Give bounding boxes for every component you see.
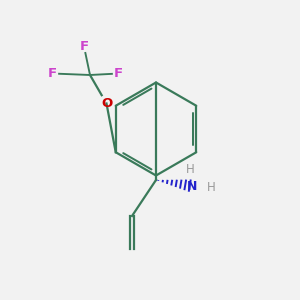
Text: H: H xyxy=(186,163,195,176)
Text: N: N xyxy=(187,179,197,193)
Text: F: F xyxy=(48,67,57,80)
Text: O: O xyxy=(101,97,112,110)
Text: F: F xyxy=(114,67,123,80)
Text: F: F xyxy=(80,40,88,53)
Text: H: H xyxy=(207,181,216,194)
